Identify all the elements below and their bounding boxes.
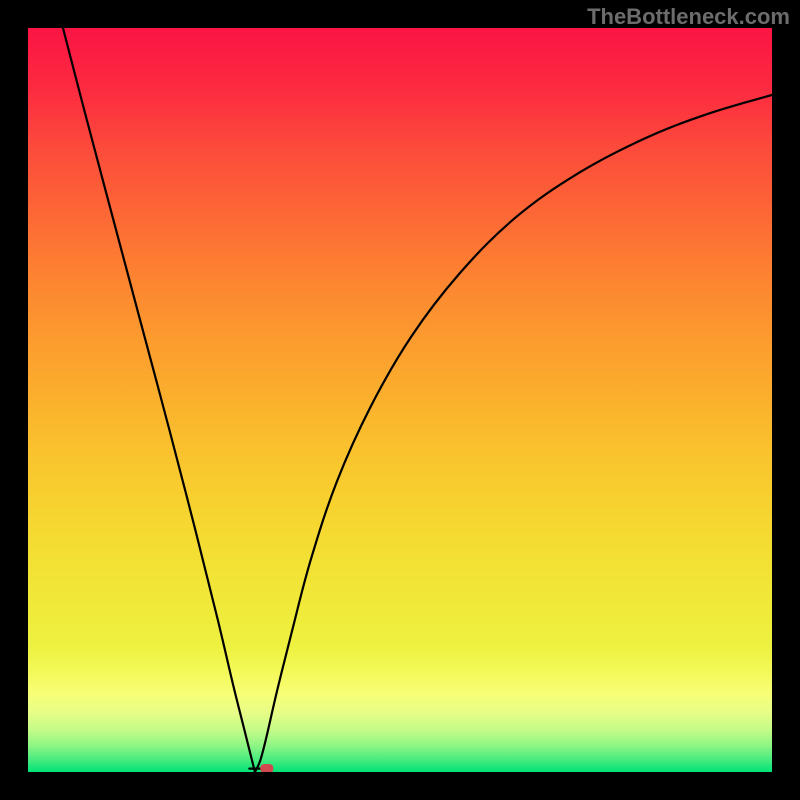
watermark-text: TheBottleneck.com [587, 4, 790, 30]
plot-area [28, 28, 772, 772]
optimum-marker [260, 764, 273, 772]
chart-canvas: { "watermark": { "text": "TheBottleneck.… [0, 0, 800, 800]
plot-svg [28, 28, 772, 772]
gradient-background [28, 28, 772, 772]
